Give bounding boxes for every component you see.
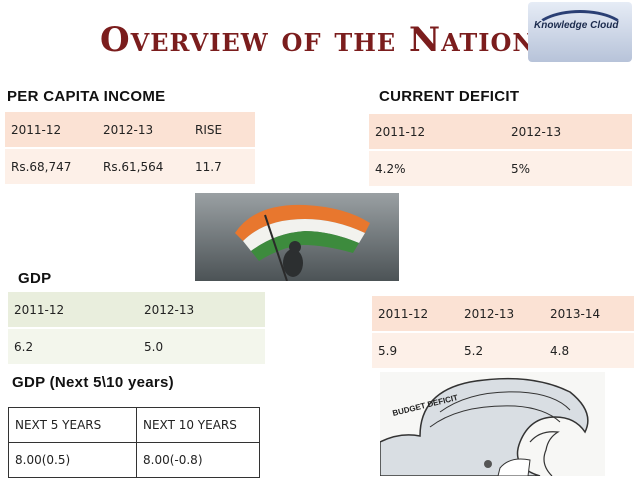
deficit-years-table: 2011-12 2012-13 2013-14 5.9 5.2 4.8 xyxy=(372,296,634,370)
table-row: 2011-12 2012-13 2013-14 xyxy=(372,296,634,333)
table-cell: 2011-12 xyxy=(8,292,138,329)
table-cell: 2011-12 xyxy=(369,114,505,151)
table-row: 4.2% 5% xyxy=(369,150,632,188)
flag-photo xyxy=(195,193,399,281)
logo-swoosh-icon xyxy=(532,10,628,56)
budget-deficit-cartoon: BUDGET DEFICIT xyxy=(380,372,605,476)
table-cell: 4.2% xyxy=(369,150,505,188)
table-row: 8.00(0.5) 8.00(-0.8) xyxy=(8,442,260,478)
table-cell: NEXT 10 YEARS xyxy=(136,407,260,443)
gdp-table: 2011-12 2012-13 6.2 5.0 xyxy=(8,292,265,366)
gdp-next-table: NEXT 5 YEARS NEXT 10 YEARS 8.00(0.5) 8.0… xyxy=(8,407,260,478)
table-row: Rs.68,747 Rs.61,564 11.7 xyxy=(5,148,255,186)
table-cell: 11.7 xyxy=(189,148,255,186)
table-row: 2011-12 2012-13 RISE xyxy=(5,112,255,149)
table-cell: 2011-12 xyxy=(5,112,97,149)
table-cell: 5.9 xyxy=(372,332,458,370)
current-deficit-heading: CURRENT DEFICIT xyxy=(379,88,520,105)
per-capita-heading: PER CAPITA INCOME xyxy=(7,88,166,105)
table-cell: 5% xyxy=(505,150,632,188)
table-cell: 2011-12 xyxy=(372,296,458,333)
table-cell: Rs.61,564 xyxy=(97,148,189,186)
page-title: Overview of the Nation xyxy=(100,20,536,60)
per-capita-table: 2011-12 2012-13 RISE Rs.68,747 Rs.61,564… xyxy=(5,112,255,186)
wave-cartoon-icon: BUDGET DEFICIT xyxy=(380,377,589,476)
table-cell: 5.2 xyxy=(458,332,544,370)
table-cell: 8.00(0.5) xyxy=(8,442,137,478)
table-cell: 2012-13 xyxy=(458,296,544,333)
table-cell: 2013-14 xyxy=(544,296,634,333)
table-row: NEXT 5 YEARS NEXT 10 YEARS xyxy=(8,407,260,443)
table-cell: 8.00(-0.8) xyxy=(136,442,260,478)
table-row: 2011-12 2012-13 xyxy=(8,292,265,329)
table-cell: 2012-13 xyxy=(138,292,265,329)
table-cell: RISE xyxy=(189,112,255,149)
flag-image-icon xyxy=(195,193,399,281)
table-row: 5.9 5.2 4.8 xyxy=(372,332,634,370)
logo-text: Knowledge Cloud xyxy=(534,20,619,31)
gdp-next-heading: GDP (Next 5\10 years) xyxy=(12,374,174,391)
current-deficit-table: 2011-12 2012-13 4.2% 5% xyxy=(369,114,632,188)
table-cell: 6.2 xyxy=(8,328,138,366)
table-cell: Rs.68,747 xyxy=(5,148,97,186)
table-cell: NEXT 5 YEARS xyxy=(8,407,137,443)
table-cell: 5.0 xyxy=(138,328,265,366)
gdp-heading: GDP xyxy=(18,270,52,287)
table-cell: 2012-13 xyxy=(97,112,189,149)
table-cell: 2012-13 xyxy=(505,114,632,151)
table-cell: 4.8 xyxy=(544,332,634,370)
table-row: 6.2 5.0 xyxy=(8,328,265,366)
table-row: 2011-12 2012-13 xyxy=(369,114,632,151)
knowledge-cloud-logo: Knowledge Cloud xyxy=(528,2,632,62)
